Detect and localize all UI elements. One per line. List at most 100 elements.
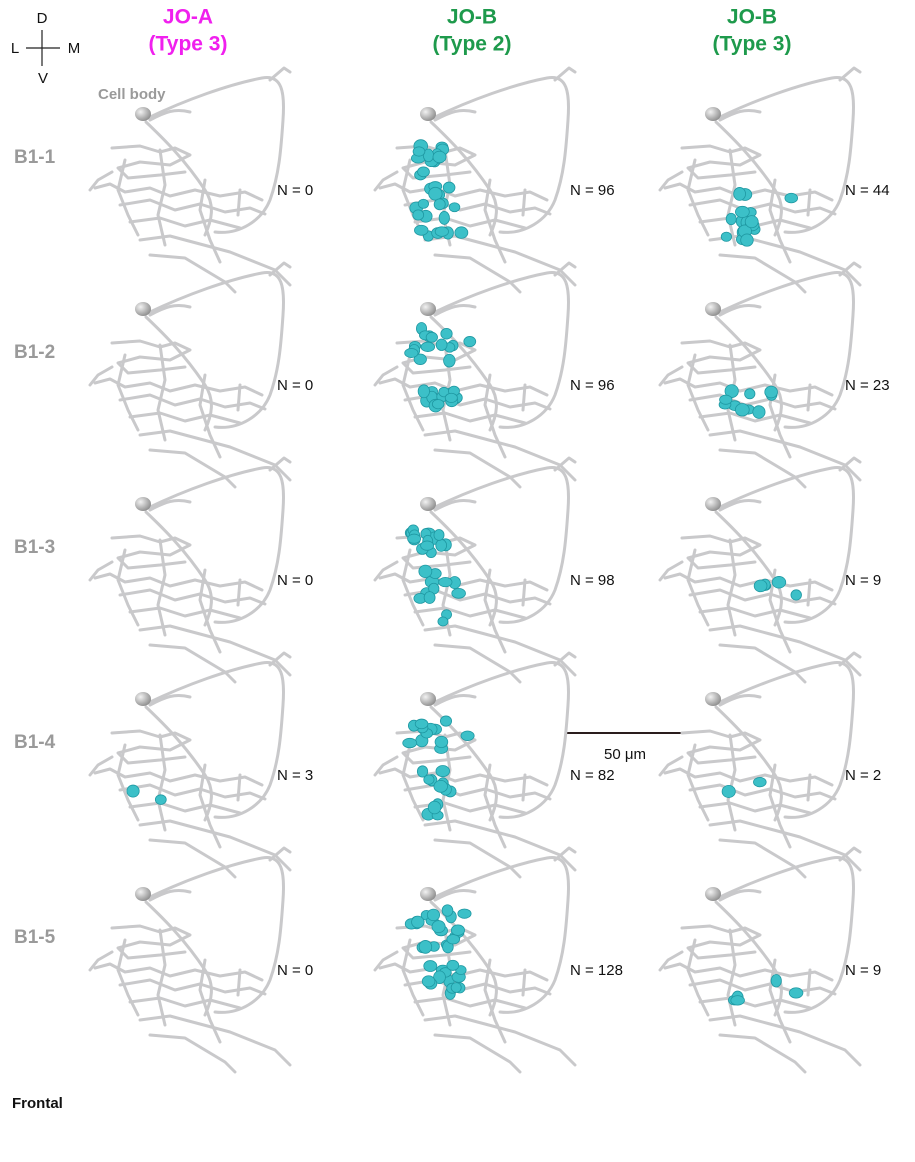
neuron: [660, 68, 860, 292]
compass-label: L: [11, 40, 19, 57]
synapse: [432, 399, 444, 408]
synapse: [419, 940, 432, 953]
neuron-panel: [375, 458, 575, 682]
synapse: [441, 328, 452, 339]
column-title: JO-A: [163, 6, 213, 29]
synapse: [785, 193, 798, 203]
view-label: Frontal: [12, 1095, 63, 1112]
neuron-panel: [660, 68, 860, 292]
synapse: [442, 905, 453, 916]
synapse: [414, 225, 428, 235]
synapse: [418, 199, 428, 208]
neuron: [375, 653, 575, 877]
synapse: [434, 199, 445, 210]
synapse: [435, 736, 448, 747]
count-label: N = 2: [845, 767, 881, 784]
synapse: [745, 216, 758, 228]
page: {"compass": {"dorsal": "D", "lateral": "…: [0, 0, 915, 1157]
synapse: [412, 916, 425, 928]
neuron: [660, 848, 860, 1072]
synapse: [455, 227, 468, 239]
synapse: [464, 336, 476, 346]
neuron-panel: [90, 263, 290, 487]
synapse: [771, 974, 781, 987]
count-label: N = 98: [570, 572, 615, 589]
neuron: [90, 458, 290, 682]
row-label: B1-4: [14, 732, 56, 753]
synapse: [426, 332, 437, 342]
synapse: [434, 529, 444, 540]
neuron-panel: [90, 653, 290, 877]
synapse: [127, 785, 139, 797]
synapse: [421, 342, 435, 351]
neuron: [90, 653, 290, 877]
count-label: N = 96: [570, 182, 615, 199]
compass-label: V: [38, 70, 48, 87]
neuron: [375, 458, 575, 682]
count-label: N = 0: [277, 572, 313, 589]
synapse: [421, 541, 434, 550]
neuron-panel: [660, 653, 860, 877]
synapse: [424, 775, 434, 784]
synapse: [418, 385, 429, 398]
synapse: [791, 590, 802, 600]
column-title: JO-B: [727, 6, 777, 29]
synapse: [415, 719, 428, 729]
synapse: [447, 960, 459, 970]
synapse: [449, 203, 460, 212]
count-label: N = 0: [277, 182, 313, 199]
synapse: [451, 925, 464, 936]
compass: D L M V: [11, 10, 80, 87]
count-label: N = 0: [277, 377, 313, 394]
synapse: [424, 961, 437, 972]
count-label: N = 82: [570, 767, 615, 784]
synapse: [439, 577, 452, 586]
synapse: [155, 795, 166, 805]
synapse: [418, 167, 430, 177]
row-label: B1-5: [14, 927, 56, 948]
synapse: [722, 785, 735, 797]
neuron-panel: [375, 653, 575, 877]
figure: D L M V Cell body 50 μm Frontal JO-A(Typ…: [0, 0, 915, 1157]
synapse: [745, 389, 755, 399]
synapse: [433, 151, 446, 163]
count-label: N = 44: [845, 182, 890, 199]
synapse: [408, 534, 421, 543]
compass-label: M: [68, 40, 81, 57]
cell-body-label: Cell body: [98, 86, 166, 103]
synapse: [422, 976, 435, 987]
synapse: [753, 777, 766, 786]
neuron: [660, 458, 860, 682]
row-label: B1-3: [14, 537, 55, 558]
synapse: [432, 921, 445, 933]
synapse: [754, 580, 767, 592]
synapse: [428, 801, 441, 814]
synapse: [726, 213, 736, 224]
synapse: [436, 539, 447, 551]
synapse: [720, 395, 732, 404]
synapse: [731, 996, 745, 1005]
scale-bar-label: 50 μm: [604, 746, 646, 763]
count-label: N = 128: [570, 962, 623, 979]
neuron-panel: [660, 263, 860, 487]
neuron: [660, 263, 860, 487]
synapse: [424, 592, 435, 604]
synapse: [427, 909, 439, 921]
synapse: [444, 354, 456, 367]
row-label: B1-2: [14, 342, 55, 363]
neuron: [90, 263, 290, 487]
neuron: [660, 653, 860, 877]
synapse: [735, 206, 749, 217]
synapse: [405, 348, 418, 357]
neuron: [375, 68, 575, 292]
row-label: B1-1: [14, 147, 56, 168]
neuron-panel: [660, 458, 860, 682]
synapse: [789, 988, 803, 998]
synapse: [439, 211, 449, 224]
synapse: [772, 576, 786, 588]
neuron-panel: [375, 68, 575, 292]
synapse: [413, 147, 425, 156]
neuron-panel: [90, 848, 290, 1072]
neuron-panel: [660, 848, 860, 1072]
synapse: [413, 210, 424, 220]
